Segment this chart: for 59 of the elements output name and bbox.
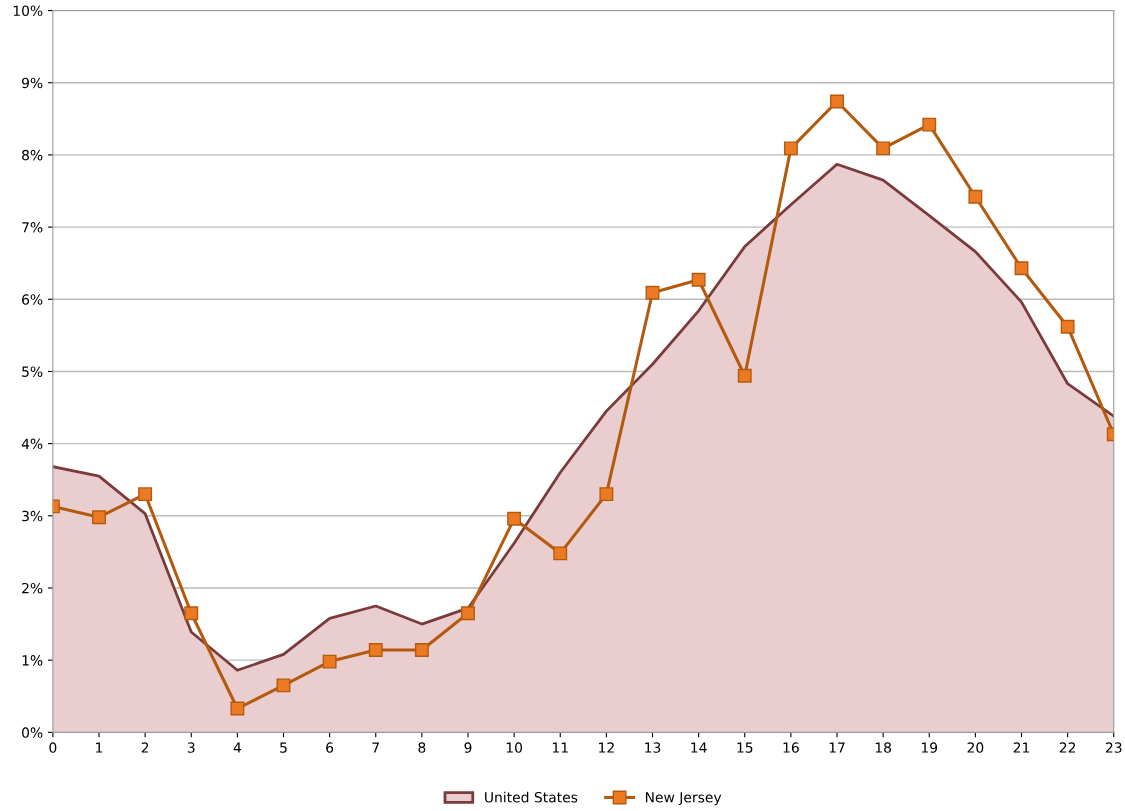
point bbox=[507, 511, 522, 526]
x-tick-label: 0 bbox=[49, 742, 57, 753]
legend-label: United States bbox=[485, 791, 578, 803]
x-tick-label: 16 bbox=[783, 742, 799, 753]
point bbox=[230, 701, 245, 716]
point bbox=[1014, 261, 1029, 276]
point bbox=[830, 94, 844, 109]
x-tick-label: 9 bbox=[464, 742, 472, 753]
x-tick-label: 7 bbox=[372, 742, 379, 753]
y-tick-label: 10% bbox=[13, 5, 43, 17]
x-tick-label: 23 bbox=[1105, 742, 1122, 753]
x-tick-label: 21 bbox=[1013, 742, 1030, 753]
x-tick-label: 1 bbox=[96, 742, 103, 753]
point bbox=[876, 141, 891, 156]
x-tick-label: 22 bbox=[1059, 742, 1076, 753]
point bbox=[1060, 319, 1075, 334]
x-tick-label: 4 bbox=[233, 742, 242, 753]
point bbox=[691, 272, 706, 287]
y-tick-label: 4% bbox=[21, 438, 43, 450]
point bbox=[553, 546, 568, 561]
y-tick-label: 1% bbox=[22, 655, 43, 666]
point bbox=[968, 189, 983, 204]
x-tick-label: 12 bbox=[599, 742, 614, 753]
point bbox=[92, 510, 106, 525]
point bbox=[138, 487, 153, 502]
y-tick-label: 3% bbox=[22, 510, 43, 522]
x-tick-label: 3 bbox=[187, 742, 195, 753]
y-tick-label: 2% bbox=[22, 582, 43, 594]
point bbox=[599, 487, 614, 502]
point bbox=[414, 643, 429, 657]
y-tick-label: 6% bbox=[22, 294, 43, 305]
y-tick-label: 5% bbox=[22, 366, 43, 377]
point bbox=[922, 117, 937, 132]
x-tick-label: 6 bbox=[326, 742, 334, 753]
point bbox=[368, 643, 383, 657]
point bbox=[276, 678, 291, 693]
point bbox=[737, 368, 752, 383]
point bbox=[322, 654, 337, 669]
x-tick-label: 17 bbox=[829, 742, 845, 753]
x-tick-label: 2 bbox=[141, 742, 149, 753]
x-tick-label: 19 bbox=[921, 742, 938, 753]
point bbox=[461, 606, 475, 621]
x-tick-label: 20 bbox=[967, 742, 984, 753]
y-tick-label: 0% bbox=[22, 727, 43, 738]
y-tick-label: 8% bbox=[22, 149, 43, 161]
x-tick-label: 11 bbox=[552, 742, 568, 753]
x-tick-label: 8 bbox=[418, 742, 426, 753]
x-tick-label: 10 bbox=[506, 742, 523, 753]
x-tick-label: 5 bbox=[280, 742, 287, 753]
x-tick-label: 15 bbox=[737, 742, 753, 753]
legend-label: New Jersey bbox=[645, 792, 722, 806]
x-tick-label: 13 bbox=[645, 742, 661, 753]
point bbox=[645, 285, 660, 300]
y-tick-label: 9% bbox=[21, 77, 43, 89]
x-tick-label: 14 bbox=[691, 742, 707, 753]
point bbox=[783, 141, 798, 156]
point bbox=[184, 606, 199, 621]
y-tick-label: 7% bbox=[22, 222, 43, 233]
x-tick-label: 18 bbox=[875, 742, 892, 753]
